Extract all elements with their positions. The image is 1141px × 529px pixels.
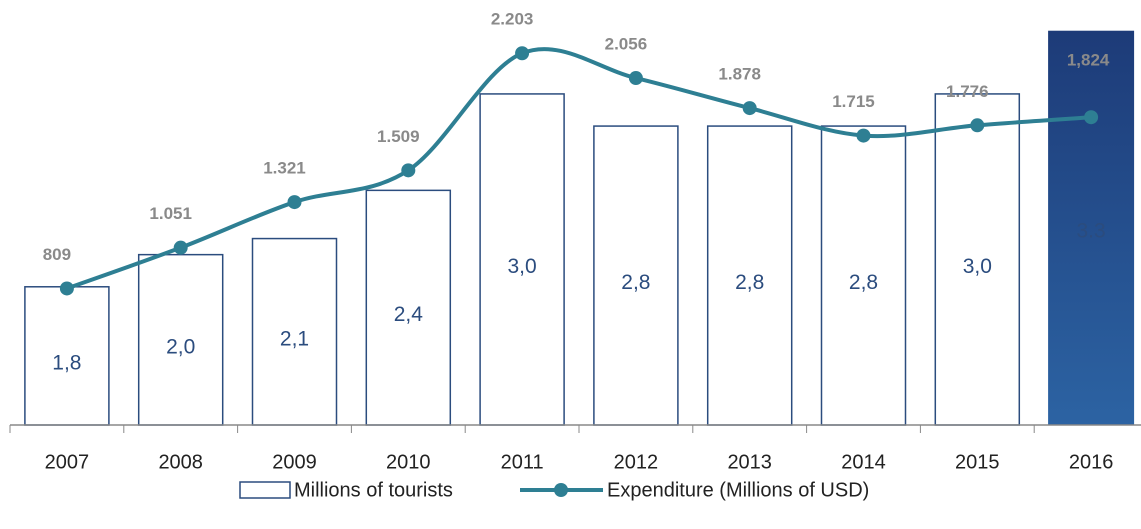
bar-value-label: 2,4 bbox=[394, 303, 424, 326]
bar-value-label: 2,8 bbox=[849, 271, 878, 294]
line-value-label: 1.878 bbox=[718, 65, 761, 84]
line-value-label: 809 bbox=[43, 245, 71, 264]
line-marker bbox=[287, 195, 302, 210]
x-tick-label: 2009 bbox=[272, 451, 317, 473]
bar bbox=[251, 237, 338, 426]
line-marker bbox=[1084, 110, 1099, 125]
bar-value-label: 2,1 bbox=[280, 327, 309, 350]
bar bbox=[137, 253, 224, 426]
line bbox=[66, 47, 1092, 291]
line-value-label: 2.056 bbox=[605, 35, 648, 54]
line-marker bbox=[628, 71, 643, 86]
x-tick-label: 2012 bbox=[614, 451, 659, 473]
line-value-label: 2.203 bbox=[491, 10, 534, 29]
line-value-label: 1.509 bbox=[377, 127, 420, 146]
line-marker bbox=[515, 46, 530, 61]
line-value-label: 1.715 bbox=[832, 92, 875, 111]
legend-label: Expenditure (Millions of USD) bbox=[607, 479, 869, 501]
line-marker bbox=[742, 101, 757, 116]
line-value-label: 1.321 bbox=[263, 159, 306, 178]
bar-value-label: 1,8 bbox=[52, 351, 81, 374]
bar-value-label: 2,0 bbox=[166, 335, 195, 358]
line-marker bbox=[401, 163, 416, 178]
x-tick-label: 2014 bbox=[841, 451, 886, 473]
line-value-label: 1.051 bbox=[149, 204, 192, 223]
x-tick-label: 2013 bbox=[727, 451, 772, 473]
bar bbox=[820, 125, 907, 426]
line-marker bbox=[856, 128, 871, 143]
x-tick-label: 2007 bbox=[45, 451, 90, 473]
legend-line-marker bbox=[554, 483, 568, 497]
line-marker bbox=[59, 281, 74, 296]
bar-value-label: 2,8 bbox=[621, 271, 650, 294]
bar-value-label: 2,8 bbox=[735, 271, 764, 294]
bar-value-label: 3.3 bbox=[1076, 220, 1105, 243]
line-value-label: 1.776 bbox=[946, 82, 989, 101]
bar-value-label: 3,0 bbox=[507, 255, 536, 278]
bar bbox=[365, 189, 452, 426]
bar-value-label: 3,0 bbox=[963, 255, 992, 278]
line-marker bbox=[173, 240, 188, 255]
x-tick-label: 2010 bbox=[386, 451, 431, 473]
bar bbox=[24, 286, 110, 426]
legend-label: Millions of tourists bbox=[294, 479, 453, 501]
x-tick-label: 2016 bbox=[1069, 451, 1114, 473]
x-tick-label: 2008 bbox=[158, 451, 203, 473]
line-value-label: 1,824 bbox=[1067, 51, 1110, 70]
bar bbox=[593, 125, 679, 426]
legend-bar-swatch bbox=[239, 481, 291, 499]
bar bbox=[1048, 30, 1135, 425]
x-tick-label: 2015 bbox=[955, 451, 1000, 473]
line-marker bbox=[970, 118, 985, 133]
bar bbox=[479, 93, 565, 426]
x-tick-label: 2011 bbox=[501, 451, 544, 473]
